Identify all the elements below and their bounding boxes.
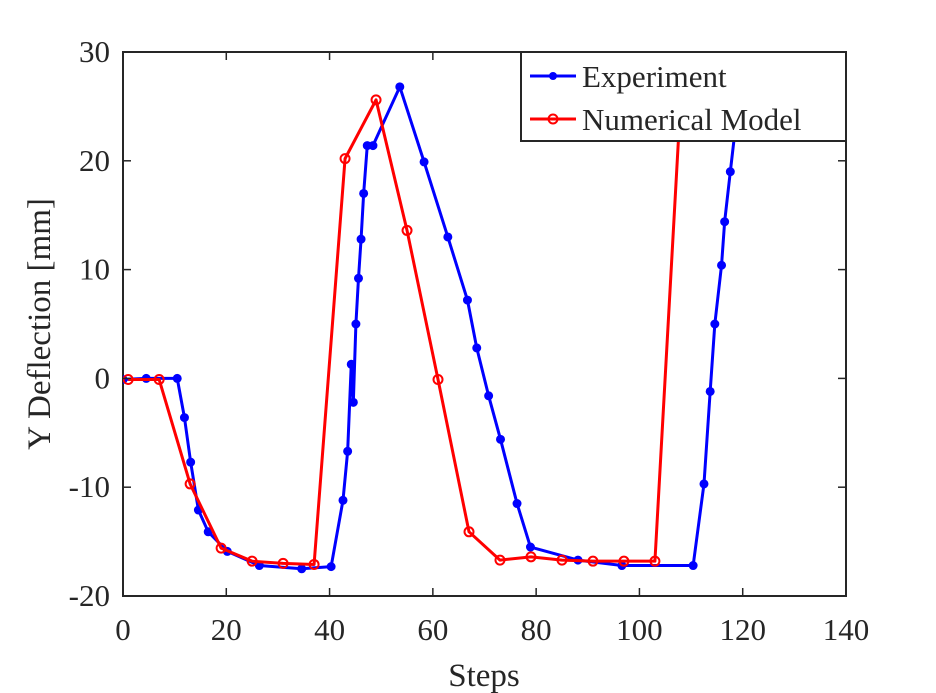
data-point <box>326 562 336 572</box>
y-tick-label: 0 <box>95 360 111 395</box>
x-tick-label: 120 <box>719 612 766 647</box>
x-axis-label: Steps <box>448 658 520 693</box>
legend-marker <box>547 113 559 125</box>
legend: Experiment Numerical Model <box>520 51 847 142</box>
y-tick-label: 30 <box>79 34 110 69</box>
legend-item: Numerical Model <box>530 102 802 137</box>
data-point <box>353 273 363 283</box>
data-point <box>494 554 506 566</box>
y-tick-label: 20 <box>79 143 110 178</box>
legend-item: Experiment <box>530 59 727 94</box>
data-point <box>356 234 366 244</box>
data-point <box>172 373 182 383</box>
x-tick-label: 140 <box>823 612 870 647</box>
axes-box <box>122 51 847 597</box>
x-tick-label: 40 <box>314 612 345 647</box>
legend-label: Numerical Model <box>582 102 802 137</box>
y-tick-label: -20 <box>69 578 110 613</box>
series-numerical-model <box>123 52 685 570</box>
x-axis-ticks: 0 20 40 60 80 100 120 140 <box>115 52 869 647</box>
data-point <box>512 499 522 509</box>
data-point <box>339 153 351 165</box>
x-tick-label: 60 <box>417 612 448 647</box>
data-point <box>717 260 727 270</box>
data-point <box>351 319 361 329</box>
data-point <box>443 232 453 242</box>
data-point <box>179 413 189 423</box>
data-point <box>359 188 369 198</box>
data-point <box>556 554 568 566</box>
data-point <box>484 391 494 401</box>
series-line <box>128 52 685 566</box>
data-point <box>618 555 630 567</box>
data-point <box>462 295 472 305</box>
data-point <box>525 542 535 552</box>
y-axis-ticks: -20 -10 0 10 20 30 <box>69 34 846 613</box>
data-point <box>705 386 715 396</box>
data-point <box>370 94 382 106</box>
data-point <box>401 224 413 236</box>
y-tick-label: 10 <box>79 252 110 287</box>
data-point <box>277 557 289 569</box>
x-tick-label: 0 <box>115 612 131 647</box>
data-point <box>419 157 429 167</box>
legend-box <box>520 51 847 142</box>
data-point <box>368 141 378 151</box>
x-tick-label: 100 <box>616 612 663 647</box>
data-point <box>346 359 356 369</box>
data-point <box>525 551 537 563</box>
data-point <box>649 555 661 567</box>
data-point <box>395 82 405 92</box>
data-point <box>496 434 506 444</box>
y-tick-label: -10 <box>69 469 110 504</box>
data-point <box>184 478 196 490</box>
data-point <box>343 446 353 456</box>
data-point <box>725 167 735 177</box>
data-point <box>215 542 227 554</box>
data-point <box>297 564 307 574</box>
y-axis-label: Y Deflection [mm] <box>22 198 58 450</box>
data-point <box>153 373 165 385</box>
x-tick-label: 80 <box>521 612 552 647</box>
x-tick-label: 20 <box>211 612 242 647</box>
legend-marker <box>549 72 557 80</box>
data-point <box>308 558 320 570</box>
data-point <box>432 373 444 385</box>
data-point <box>688 561 698 571</box>
data-point <box>338 495 348 505</box>
data-point <box>348 397 358 407</box>
data-point <box>472 343 482 353</box>
data-point <box>699 479 709 489</box>
data-point <box>587 555 599 567</box>
data-point <box>186 457 196 467</box>
data-point <box>720 217 730 227</box>
legend-label: Experiment <box>582 59 727 94</box>
data-point <box>710 319 720 329</box>
data-point <box>123 373 134 385</box>
data-point <box>463 526 475 538</box>
data-point <box>246 555 258 567</box>
